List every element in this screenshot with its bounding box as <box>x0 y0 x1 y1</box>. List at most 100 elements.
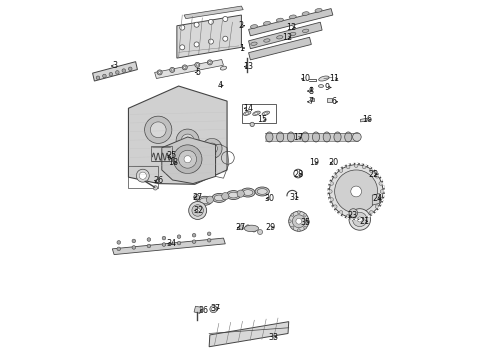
Circle shape <box>369 169 373 172</box>
Circle shape <box>147 244 151 248</box>
Polygon shape <box>93 62 137 81</box>
Circle shape <box>304 226 307 229</box>
Circle shape <box>207 60 212 65</box>
Circle shape <box>207 238 211 242</box>
Bar <box>128 166 158 188</box>
Ellipse shape <box>344 132 352 142</box>
Circle shape <box>194 22 199 27</box>
Ellipse shape <box>197 196 212 205</box>
Text: 2: 2 <box>239 21 244 30</box>
Circle shape <box>208 39 214 44</box>
Circle shape <box>117 240 121 244</box>
Text: 21: 21 <box>359 217 369 226</box>
Circle shape <box>289 211 309 231</box>
Circle shape <box>195 208 200 213</box>
Circle shape <box>354 164 358 167</box>
Ellipse shape <box>323 132 330 142</box>
Text: 5: 5 <box>196 68 201 77</box>
Circle shape <box>375 175 379 178</box>
Text: 23: 23 <box>347 211 358 220</box>
Circle shape <box>353 133 361 141</box>
Circle shape <box>96 76 100 80</box>
Polygon shape <box>248 37 311 60</box>
Text: 9: 9 <box>325 83 330 92</box>
Polygon shape <box>162 137 216 184</box>
Ellipse shape <box>313 132 319 142</box>
Text: 12: 12 <box>282 33 293 42</box>
Text: 4: 4 <box>218 81 222 90</box>
Polygon shape <box>327 98 332 102</box>
Text: 26: 26 <box>153 176 163 185</box>
Text: 28: 28 <box>293 170 303 179</box>
Polygon shape <box>184 6 243 19</box>
Circle shape <box>329 190 332 193</box>
Polygon shape <box>248 22 322 49</box>
Circle shape <box>297 211 300 214</box>
Circle shape <box>194 42 199 47</box>
Text: 1: 1 <box>239 44 244 53</box>
Circle shape <box>136 169 149 182</box>
Circle shape <box>297 229 300 231</box>
Ellipse shape <box>244 111 251 116</box>
Circle shape <box>335 170 378 213</box>
Circle shape <box>363 165 366 169</box>
Circle shape <box>181 134 194 147</box>
Text: 13: 13 <box>243 62 253 71</box>
Text: 35: 35 <box>300 218 310 227</box>
Circle shape <box>207 232 211 235</box>
Ellipse shape <box>276 36 283 39</box>
Text: 8: 8 <box>309 86 314 95</box>
Circle shape <box>239 225 244 230</box>
Polygon shape <box>361 118 367 122</box>
Circle shape <box>116 71 119 74</box>
Circle shape <box>351 186 362 197</box>
Circle shape <box>380 190 384 193</box>
Circle shape <box>296 219 302 224</box>
Circle shape <box>363 214 366 218</box>
Circle shape <box>250 122 254 127</box>
Text: 10: 10 <box>300 75 310 84</box>
Text: 37: 37 <box>211 304 220 313</box>
Text: 33: 33 <box>268 333 278 342</box>
Text: 24: 24 <box>372 194 382 203</box>
Ellipse shape <box>302 29 309 32</box>
Text: 16: 16 <box>362 115 372 124</box>
Circle shape <box>102 74 106 78</box>
Circle shape <box>189 202 207 220</box>
Ellipse shape <box>276 18 283 22</box>
Circle shape <box>251 227 256 232</box>
Circle shape <box>223 36 228 41</box>
Circle shape <box>177 241 181 245</box>
Ellipse shape <box>245 112 249 114</box>
Ellipse shape <box>214 195 224 201</box>
Circle shape <box>379 182 383 185</box>
Polygon shape <box>128 86 227 184</box>
Ellipse shape <box>264 39 270 42</box>
Text: 11: 11 <box>329 75 339 84</box>
Polygon shape <box>177 15 242 58</box>
Polygon shape <box>310 98 314 101</box>
Circle shape <box>202 138 222 158</box>
Circle shape <box>209 61 211 63</box>
Circle shape <box>109 72 113 76</box>
Circle shape <box>173 145 202 174</box>
Circle shape <box>153 186 157 190</box>
Circle shape <box>147 238 151 241</box>
Circle shape <box>349 209 370 230</box>
Text: 15: 15 <box>257 115 267 124</box>
Text: 32: 32 <box>194 206 203 215</box>
Circle shape <box>159 71 161 73</box>
Ellipse shape <box>228 192 239 198</box>
Circle shape <box>334 205 337 208</box>
Circle shape <box>192 233 196 237</box>
Text: 20: 20 <box>329 158 339 167</box>
Circle shape <box>375 205 379 208</box>
Ellipse shape <box>315 9 322 12</box>
Circle shape <box>139 172 147 179</box>
Circle shape <box>145 116 172 143</box>
Polygon shape <box>372 194 379 205</box>
Circle shape <box>182 65 187 70</box>
Text: 19: 19 <box>309 158 319 167</box>
Circle shape <box>177 235 181 238</box>
Text: 27: 27 <box>236 223 246 232</box>
